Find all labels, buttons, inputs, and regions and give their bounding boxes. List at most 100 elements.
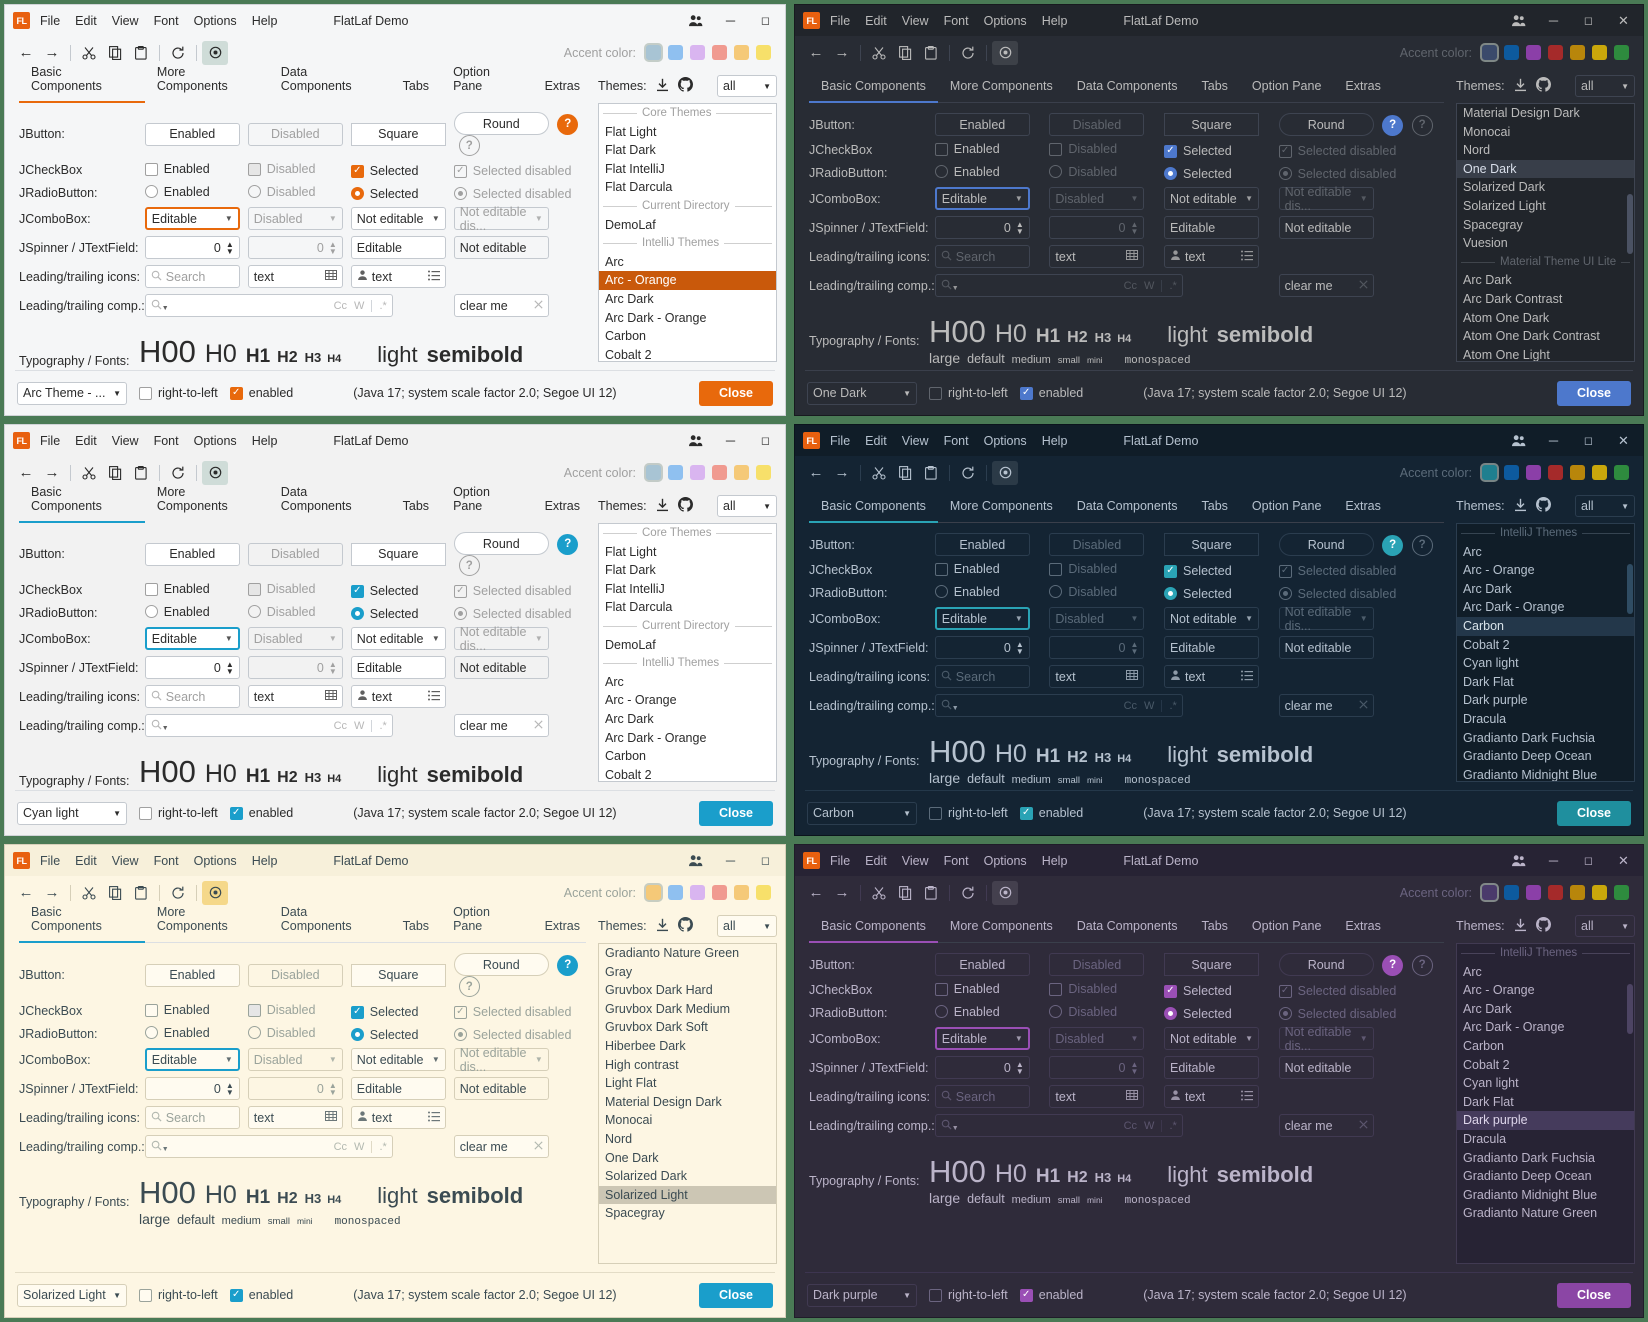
toolbar[interactable]: ← → Accent color: xyxy=(5,876,785,909)
theme-list-item[interactable]: DemoLaf xyxy=(599,216,776,235)
regex-button[interactable]: .* xyxy=(379,719,387,732)
help-button-filled[interactable]: ? xyxy=(1382,534,1404,556)
back-icon[interactable]: ← xyxy=(808,884,824,901)
theme-select[interactable]: Cyan light ▼ xyxy=(17,801,127,825)
cut-icon[interactable] xyxy=(866,41,892,65)
theme-list-item[interactable]: Carbon xyxy=(599,327,776,346)
forward-icon[interactable]: → xyxy=(834,464,850,481)
window-controls[interactable]: ─ ◻ xyxy=(688,13,781,28)
tab-bar[interactable]: Basic Components More Components Data Comp… xyxy=(809,489,1450,523)
search-combo-field[interactable]: ▼ Cc W .* xyxy=(144,294,393,317)
checkbox-box[interactable] xyxy=(929,1288,942,1302)
checkbox-box-checked[interactable]: ✓ xyxy=(1019,386,1033,400)
tab-extras[interactable]: Extras xyxy=(1333,493,1392,523)
theme-list-item[interactable]: Arc xyxy=(1457,963,1634,982)
chevron-down-icon[interactable]: ▼ xyxy=(224,214,233,223)
chevron-down-icon[interactable]: ▼ xyxy=(113,1290,121,1300)
back-icon[interactable]: ← xyxy=(18,44,34,61)
accent-color-picker[interactable]: Accent color: xyxy=(1400,883,1635,902)
toolbar[interactable]: ← → Accent color: xyxy=(795,36,1643,69)
theme-list-item[interactable]: Arc Dark Contrast xyxy=(1457,290,1634,309)
clear-me-field[interactable]: clear me xyxy=(453,1135,549,1158)
theme-list-item[interactable]: Monocai xyxy=(1457,123,1634,142)
radio-circle[interactable] xyxy=(934,585,948,598)
paste-icon[interactable] xyxy=(918,461,944,485)
theme-list-item[interactable]: Material Design Dark xyxy=(599,1093,776,1112)
clear-me-field[interactable]: clear me xyxy=(453,714,549,737)
accent-swatch-4[interactable] xyxy=(734,885,749,900)
tab-data-components[interactable]: Data Components xyxy=(269,479,391,523)
theme-list-item[interactable]: Arc xyxy=(1457,543,1634,562)
spinner-enabled[interactable]: 0 ▲ ▼ xyxy=(144,1077,240,1100)
theme-select[interactable]: Carbon ▼ xyxy=(807,801,917,825)
radio-selected[interactable]: Selected xyxy=(350,607,446,621)
textfield-editable[interactable]: Editable xyxy=(1164,636,1259,659)
textfield-editable[interactable]: Editable xyxy=(350,656,446,679)
radio-enabled[interactable]: Enabled xyxy=(934,1005,1030,1019)
checkbox-selected[interactable]: ✓ Selected xyxy=(1164,144,1259,158)
rtl-checkbox[interactable]: right-to-left xyxy=(139,806,218,820)
cut-icon[interactable] xyxy=(76,41,102,65)
close-icon[interactable] xyxy=(1359,699,1368,712)
radio-circle[interactable] xyxy=(934,1005,948,1018)
download-icon[interactable] xyxy=(1514,498,1527,515)
theme-list[interactable]: IntelliJ Themes Arc Arc - Orange Arc Dark A… xyxy=(1456,523,1635,782)
theme-list-item[interactable]: Dracula xyxy=(1457,1130,1634,1149)
maximize-icon[interactable]: ◻ xyxy=(760,855,771,867)
refresh-icon[interactable] xyxy=(165,881,191,905)
radio-circle-selected[interactable] xyxy=(350,187,364,200)
list-icon[interactable] xyxy=(427,270,440,284)
search-combo-field[interactable]: ▼ Cc W .* xyxy=(144,1135,393,1158)
help-button-filled[interactable]: ? xyxy=(1382,114,1404,136)
menu-item-font[interactable]: Font xyxy=(153,433,179,448)
download-icon[interactable] xyxy=(656,498,669,515)
theme-list-item[interactable]: Carbon xyxy=(599,747,776,766)
spinner-enabled[interactable]: 0 ▲ ▼ xyxy=(934,216,1030,239)
enabled-checkbox[interactable]: ✓ enabled xyxy=(1019,1288,1083,1302)
match-case-button[interactable]: Cc xyxy=(1123,699,1138,712)
minimize-icon[interactable]: ─ xyxy=(1548,852,1559,868)
match-case-button[interactable]: Cc xyxy=(333,299,348,312)
accent-swatch-0[interactable] xyxy=(644,883,663,902)
chevron-down-icon[interactable]: ▼ xyxy=(903,388,911,398)
search-input[interactable]: Search xyxy=(144,265,240,288)
checkbox-selected[interactable]: ✓ Selected xyxy=(350,584,446,598)
checkbox-box[interactable] xyxy=(934,142,948,156)
menu-item-options[interactable]: Options xyxy=(193,853,237,868)
theme-list-item[interactable]: Gradianto Nature Green xyxy=(599,944,776,963)
checkbox-selected[interactable]: ✓ Selected xyxy=(1164,984,1259,998)
search-dropdown-icon[interactable]: ▼ xyxy=(941,279,959,293)
theme-list-item[interactable]: Cobalt 2 xyxy=(1457,636,1634,655)
radio-enabled[interactable]: Enabled xyxy=(144,185,240,199)
themes-toolbar[interactable]: Themes: all ▼ xyxy=(1456,909,1635,943)
tab-more-components[interactable]: More Components xyxy=(938,73,1065,103)
checkbox-box[interactable] xyxy=(934,562,948,576)
tab-data-components[interactable]: Data Components xyxy=(1065,913,1190,943)
window-controls[interactable]: ─ ◻ ✕ xyxy=(1511,853,1639,868)
menu-item-file[interactable]: File xyxy=(830,13,851,28)
github-icon[interactable] xyxy=(677,917,693,935)
theme-list-item[interactable]: Arc Dark - Orange xyxy=(599,729,776,748)
accent-color-picker[interactable]: Accent color: xyxy=(564,43,777,62)
checkbox-enabled[interactable]: Enabled xyxy=(144,162,240,176)
whole-word-button[interactable]: W xyxy=(1144,699,1155,712)
checkbox-box[interactable] xyxy=(144,1003,158,1017)
maximize-icon[interactable]: ◻ xyxy=(1583,15,1594,27)
chevron-down-icon[interactable]: ▼ xyxy=(113,808,121,818)
text-with-grid-icon[interactable]: text xyxy=(247,265,343,288)
enabled-checkbox[interactable]: ✓ enabled xyxy=(1019,806,1083,820)
help-button-filled[interactable]: ? xyxy=(557,954,579,976)
theme-list-item[interactable]: Dark purple xyxy=(1457,691,1634,710)
minimize-icon[interactable]: ─ xyxy=(725,12,736,28)
theme-list-item[interactable]: Flat IntelliJ xyxy=(599,160,776,179)
theme-list-item[interactable]: Gruvbox Dark Medium xyxy=(599,1000,776,1019)
tab-bar[interactable]: Basic Components More Components Data Comp… xyxy=(809,909,1450,943)
theme-list-item[interactable]: Arc Dark xyxy=(1457,271,1634,290)
users-icon[interactable] xyxy=(1511,13,1526,28)
text-with-person-icon[interactable]: text xyxy=(1164,1085,1259,1108)
spinner-enabled[interactable]: 0 ▲ ▼ xyxy=(934,636,1030,659)
accent-swatch-3[interactable] xyxy=(1548,885,1563,900)
theme-list-item[interactable]: Solarized Light xyxy=(599,1185,776,1205)
checkbox-box[interactable] xyxy=(139,1288,152,1302)
menu-item-options[interactable]: Options xyxy=(193,13,237,28)
